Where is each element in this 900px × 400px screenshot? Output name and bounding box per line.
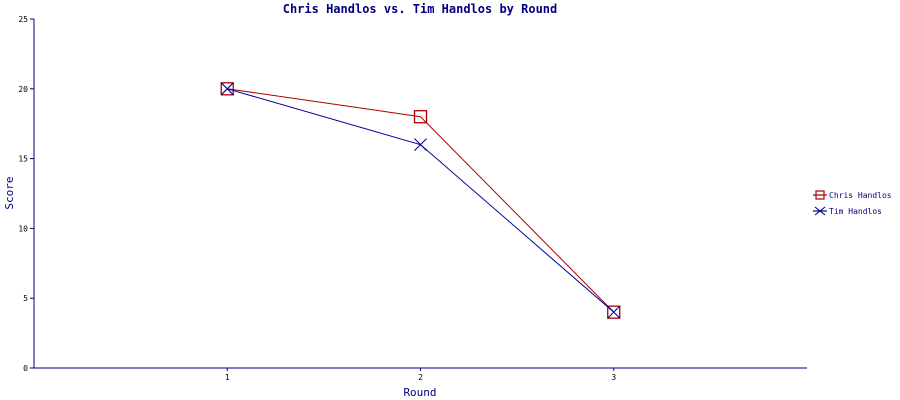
legend-label: Tim Handlos: [829, 207, 882, 216]
y-tick-label: 5: [23, 294, 28, 303]
x-tick-label: 3: [611, 373, 616, 382]
legend: Chris Handlos Tim Handlos: [813, 190, 892, 216]
legend-x-marker: [814, 206, 826, 216]
square-marker-shape: [607, 305, 621, 319]
data-point-x: [220, 82, 234, 96]
series-layer: [220, 82, 621, 319]
axes: [33, 19, 807, 369]
chart-title: Chris Handlos vs. Tim Handlos by Round: [283, 2, 558, 16]
legend-item: Tim Handlos: [813, 206, 882, 216]
square-marker-shape: [220, 82, 234, 96]
series-line-1: [227, 88, 615, 313]
x-marker-stroke: [414, 138, 427, 152]
data-point-square: [607, 305, 621, 319]
y-tick-label: 10: [18, 224, 28, 233]
data-point-x: [414, 138, 427, 152]
data-point-square: [220, 82, 234, 96]
x-marker-stroke: [220, 82, 234, 96]
data-point-square: [413, 110, 428, 124]
y-tick-label: 25: [18, 15, 28, 24]
y-axis-title: Score: [3, 176, 16, 209]
y-tick-label: 15: [18, 155, 28, 164]
x-tick-label: 2: [418, 373, 423, 382]
x-axis-ticks: 1 2 3: [225, 368, 616, 382]
y-axis-ticks: 0 5 10 15 20 25: [18, 15, 34, 373]
x-tick-label: 1: [225, 373, 230, 382]
data-point-x: [607, 305, 621, 319]
legend-label: Chris Handlos: [829, 191, 892, 200]
y-tick-label: 20: [18, 85, 28, 94]
legend-square-marker: [815, 190, 825, 200]
x-axis-title: Round: [403, 386, 436, 399]
legend-item: Chris Handlos: [813, 190, 892, 200]
x-marker-stroke: [607, 305, 621, 319]
y-tick-label: 0: [23, 364, 28, 373]
square-marker-shape: [413, 110, 428, 124]
